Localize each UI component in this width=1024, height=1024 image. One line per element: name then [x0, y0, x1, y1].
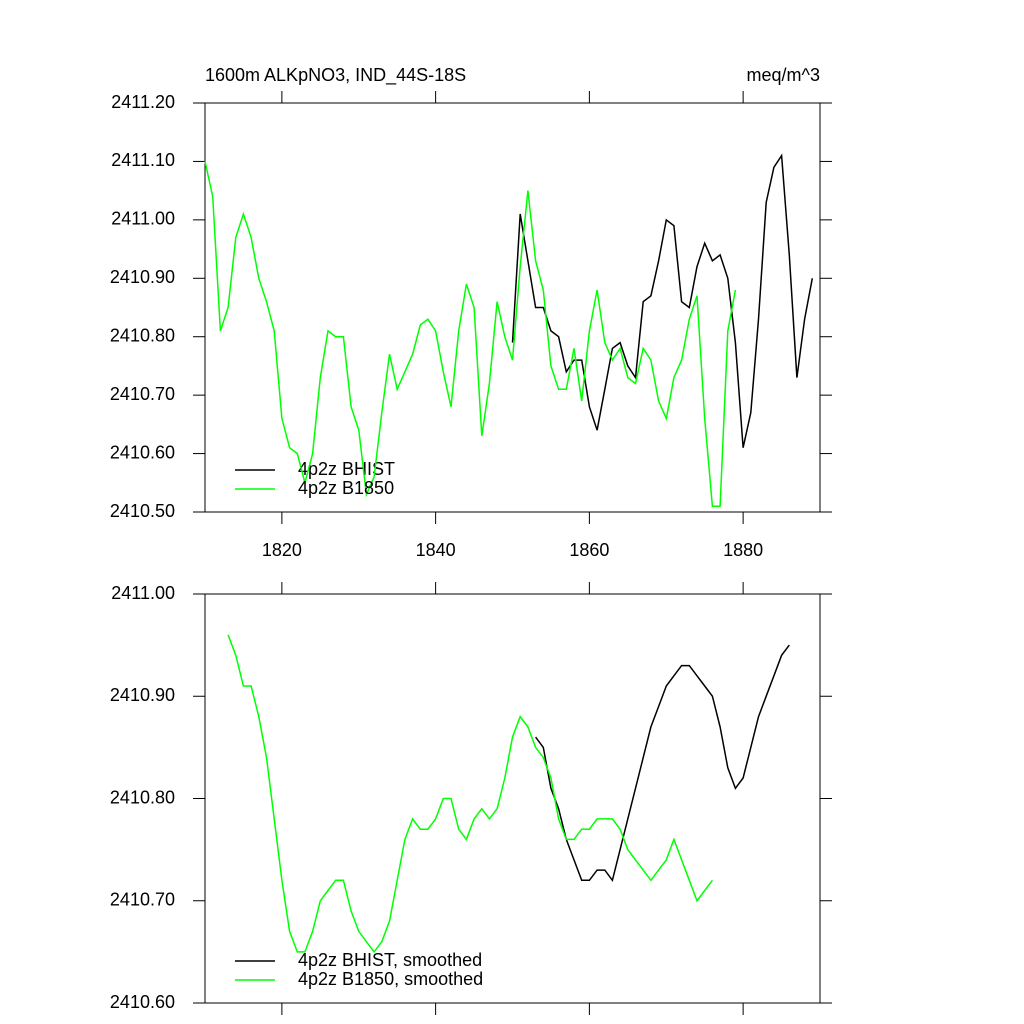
- legend-label: 4p2z BHIST, smoothed: [298, 950, 482, 970]
- y-tick-label: 2411.00: [111, 583, 175, 603]
- data-line: [511, 153, 814, 448]
- y-tick-label: 2411.10: [111, 150, 175, 170]
- x-tick-label: 1860: [569, 540, 609, 560]
- y-tick-label: 2410.90: [110, 267, 175, 287]
- legend-label: 4p2z BHIST: [298, 459, 395, 479]
- plot-frame: [204, 102, 821, 513]
- y-tick-label: 2410.50: [110, 501, 175, 521]
- x-tick-label: 1840: [416, 540, 456, 560]
- chart-title: 1600m ALKpNO3, IND_44S-18S: [205, 65, 466, 86]
- y-tick-label: 2411.20: [111, 92, 175, 112]
- data-line: [227, 634, 713, 954]
- x-tick-label: 1880: [723, 540, 763, 560]
- y-tick-label: 2410.70: [110, 384, 175, 404]
- y-tick-label: 2411.00: [111, 209, 175, 229]
- units-label: meq/m^3: [747, 65, 820, 85]
- x-tick-label: 1820: [262, 540, 302, 560]
- y-tick-label: 2410.70: [110, 890, 175, 910]
- data-line: [204, 161, 737, 507]
- data-line: [534, 644, 790, 883]
- y-tick-label: 2410.80: [110, 325, 175, 345]
- legend-label: 4p2z B1850, smoothed: [298, 969, 483, 989]
- y-tick-label: 2410.80: [110, 787, 175, 807]
- legend-label: 4p2z B1850: [298, 478, 394, 498]
- y-tick-label: 2410.60: [110, 992, 175, 1012]
- y-tick-label: 2410.60: [110, 442, 175, 462]
- y-tick-label: 2410.90: [110, 685, 175, 705]
- plot-frame: [204, 593, 821, 1004]
